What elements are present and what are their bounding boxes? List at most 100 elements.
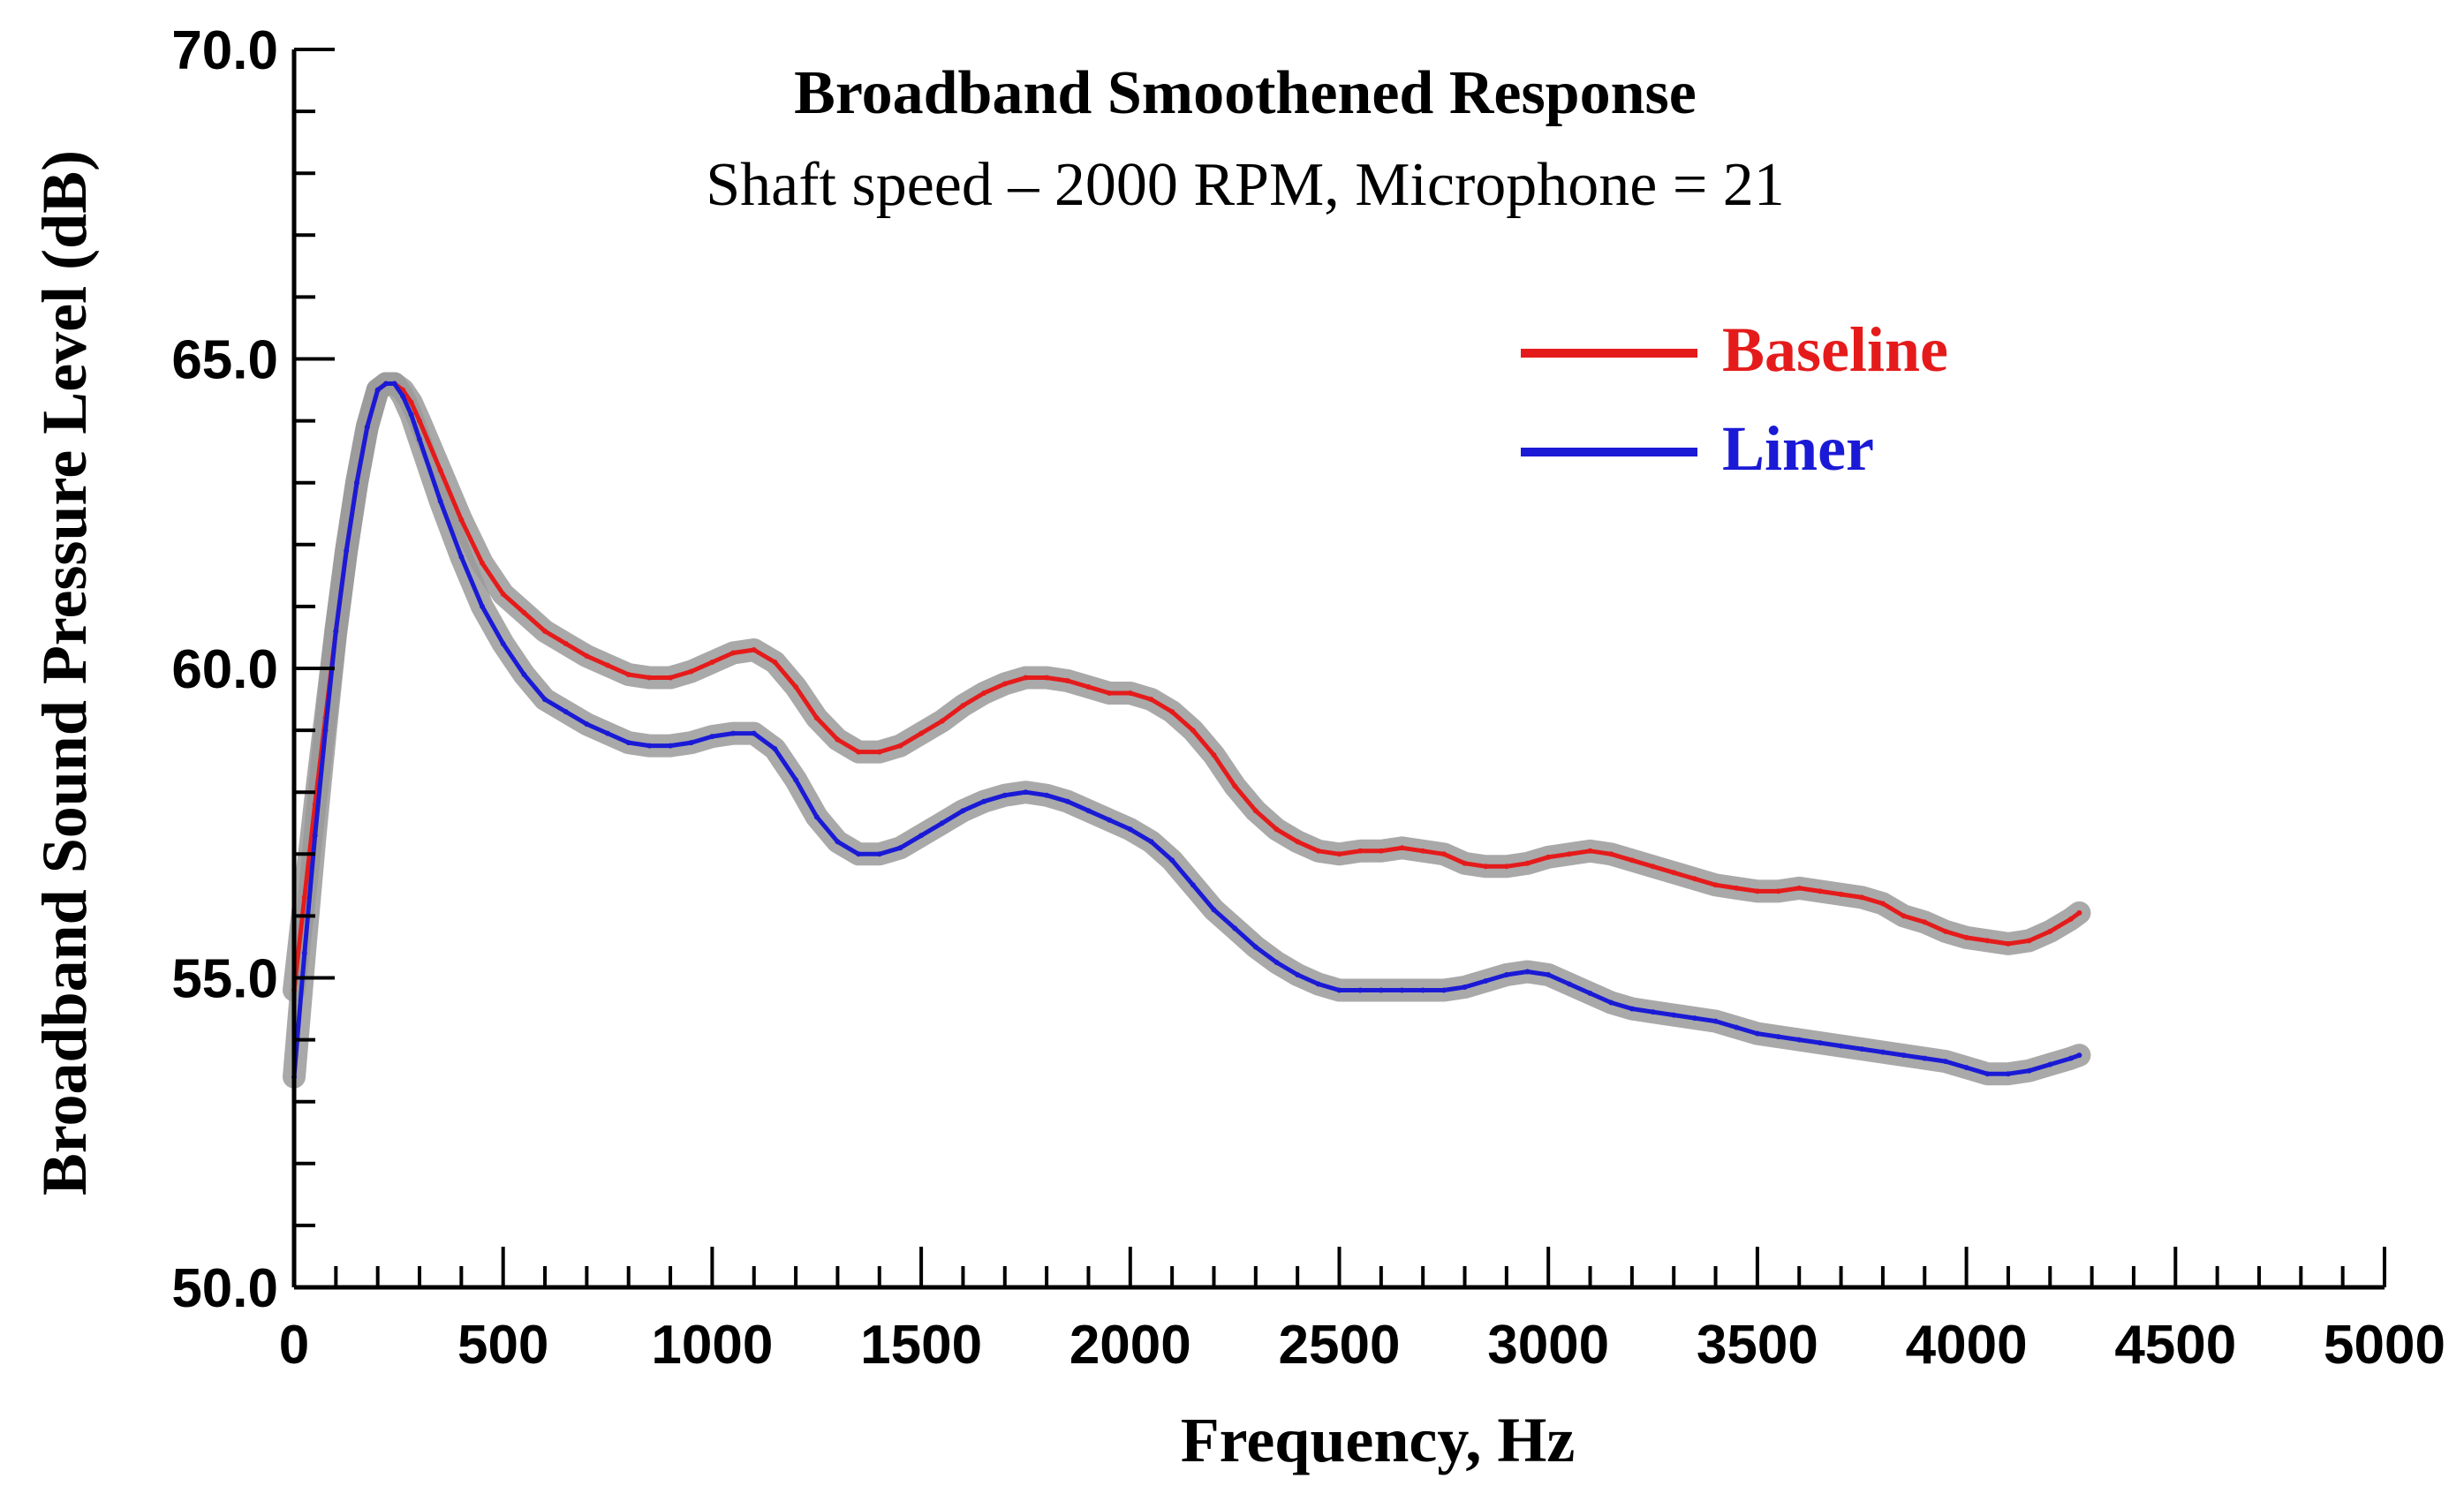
tick-labels: 0 500 1000 1500 2000 2500 3000 3500 4000 4500 5000… <box>171 20 2445 1376</box>
data-point-liner <box>1357 987 1364 993</box>
data-point-baseline <box>876 749 882 755</box>
data-point-liner <box>1796 1037 1803 1043</box>
legend-label-liner: Liner <box>1722 413 1874 484</box>
data-point-baseline <box>1252 808 1258 814</box>
data-point-baseline <box>856 749 862 755</box>
data-point-liner <box>1232 925 1238 932</box>
data-point-liner <box>646 743 653 749</box>
data-point-baseline <box>1085 684 1092 690</box>
data-point-liner <box>1838 1043 1844 1049</box>
data-point-liner <box>2067 1055 2074 1061</box>
data-point-baseline <box>1963 934 1969 940</box>
data-point-liner <box>1817 1040 1823 1046</box>
data-point-liner <box>1001 792 1008 798</box>
data-point-baseline <box>981 690 987 696</box>
data-point-baseline <box>1838 891 1844 897</box>
x-tick-label: 3000 <box>1487 1315 1609 1376</box>
data-point-baseline <box>1148 697 1154 703</box>
data-point-liner <box>542 697 548 703</box>
x-tick-label: 5000 <box>2324 1315 2445 1376</box>
data-point-baseline <box>1650 864 1656 870</box>
data-point-baseline <box>835 736 841 743</box>
data-point-liner <box>1023 789 1029 796</box>
data-point-liner <box>1044 792 1050 798</box>
data-point-baseline <box>2047 928 2053 934</box>
data-point-baseline <box>813 715 820 721</box>
series-line-liner <box>291 381 2082 1080</box>
data-point-baseline <box>1942 928 1948 934</box>
data-point-baseline <box>1922 919 1928 925</box>
data-point-baseline <box>1357 848 1364 854</box>
data-point-liner <box>1901 1052 1907 1059</box>
data-point-baseline <box>1734 885 1740 891</box>
data-point-baseline <box>1483 864 1489 870</box>
data-point-liner <box>918 833 925 839</box>
data-point-liner <box>458 554 465 560</box>
x-axis-title: Frequency, Hz <box>1181 1405 1576 1475</box>
data-point-liner <box>1462 984 1468 990</box>
data-point-liner <box>1691 1015 1697 1022</box>
data-point-baseline <box>918 730 925 736</box>
data-point-liner <box>897 845 903 851</box>
data-point-liner <box>1064 798 1070 804</box>
data-point-baseline <box>542 628 548 634</box>
data-point-baseline <box>1754 888 1760 894</box>
legend-label-baseline: Baseline <box>1722 314 1948 385</box>
data-point-baseline <box>1671 870 1677 876</box>
data-point-liner <box>668 743 674 749</box>
data-point-liner <box>480 603 485 609</box>
data-point-liner <box>383 381 389 387</box>
data-point-baseline <box>1712 882 1719 888</box>
x-tick-label: 1000 <box>651 1315 773 1376</box>
data-point-liner <box>1085 808 1092 814</box>
chart-subtitle: Shaft speed – 2000 RPM, Microphone = 21 <box>706 151 1785 219</box>
data-point-liner <box>500 641 506 646</box>
data-point-baseline <box>1127 690 1133 696</box>
data-point-baseline <box>1984 938 1991 944</box>
data-point-liner <box>1315 981 1321 987</box>
data-point-baseline <box>2076 909 2082 916</box>
data-point-liner <box>408 411 414 418</box>
data-point-baseline <box>1232 783 1238 789</box>
data-point-liner <box>1483 978 1489 984</box>
data-point-baseline <box>480 560 485 566</box>
data-point-liner <box>772 746 778 752</box>
y-tick-label: 50.0 <box>171 1258 278 1319</box>
data-point-liner <box>751 730 757 736</box>
data-point-baseline <box>1546 854 1552 860</box>
data-point-liner <box>1754 1030 1760 1037</box>
data-point-baseline <box>1503 864 1509 870</box>
data-point-liner <box>1420 987 1426 993</box>
data-point-baseline <box>563 641 569 646</box>
data-point-liner <box>1169 857 1175 864</box>
data-point-liner <box>391 381 397 387</box>
data-point-baseline <box>1566 851 1572 857</box>
data-point-baseline <box>1879 901 1886 907</box>
data-point-baseline <box>960 703 966 709</box>
data-point-liner <box>333 628 339 634</box>
data-point-baseline <box>668 675 674 681</box>
data-point-baseline <box>1524 860 1531 866</box>
x-tick-label: 500 <box>457 1315 548 1376</box>
data-point-liner <box>417 436 422 442</box>
data-point-baseline <box>1190 728 1196 734</box>
data-point-liner <box>1190 882 1196 888</box>
y-tick-label: 70.0 <box>171 20 278 81</box>
data-point-liner <box>1566 981 1572 987</box>
data-point-baseline <box>1023 675 1029 681</box>
data-point-baseline <box>2005 940 2011 947</box>
data-point-baseline <box>2026 938 2032 944</box>
data-point-liner <box>939 820 945 826</box>
data-point-baseline <box>1859 894 1865 901</box>
data-point-liner <box>1608 999 1614 1006</box>
data-point-baseline <box>793 684 799 690</box>
y-tick-label: 55.0 <box>171 949 278 1010</box>
data-point-baseline <box>751 647 757 652</box>
x-tick-label: 4000 <box>1906 1315 2028 1376</box>
data-point-liner <box>1942 1059 1948 1065</box>
data-point-baseline <box>2067 916 2074 922</box>
data-point-baseline <box>521 609 527 615</box>
data-point-baseline <box>417 418 422 424</box>
x-tick-label: 3500 <box>1697 1315 1818 1376</box>
